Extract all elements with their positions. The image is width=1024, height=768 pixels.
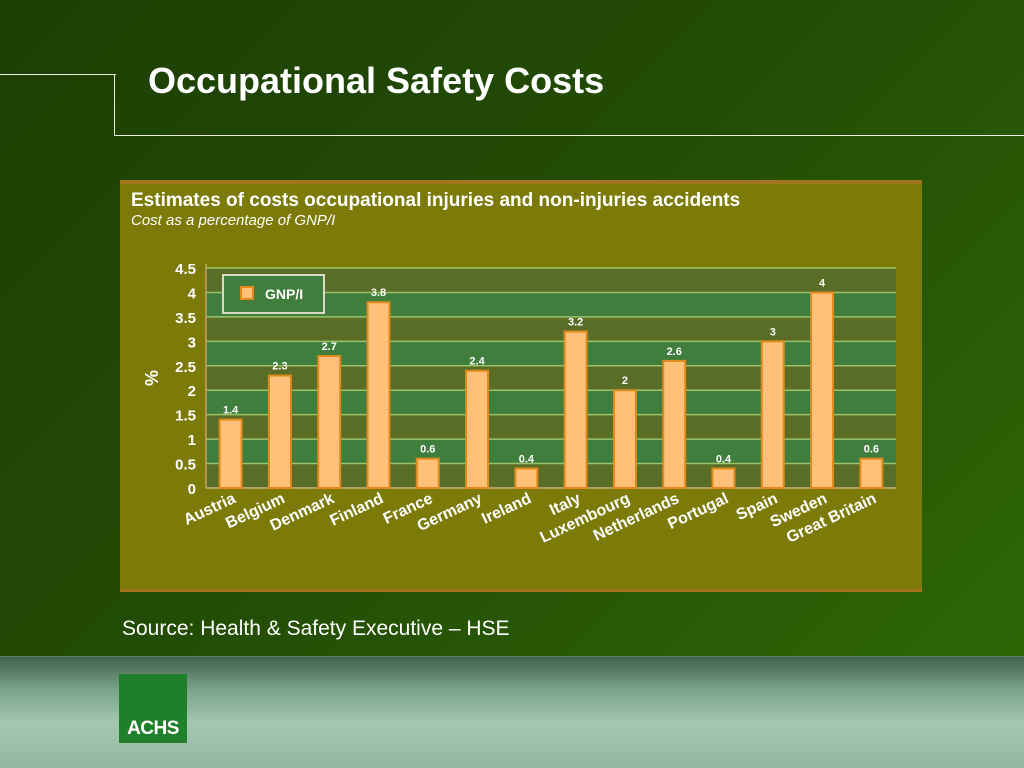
data-label: 0.4 <box>716 453 732 465</box>
bar-denmark <box>317 355 342 489</box>
y-tick-label: 2.5 <box>175 359 196 376</box>
achs-logo: ACHS <box>119 674 187 743</box>
data-label: 0.6 <box>420 444 435 456</box>
chart-subtitle: Cost as a percentage of GNP/I <box>131 212 336 229</box>
logo-text: ACHS <box>127 718 179 739</box>
x-tick-label: Ireland <box>479 490 534 528</box>
grid-band <box>206 341 896 366</box>
x-tick-label: Finland <box>327 490 386 529</box>
bar-germany <box>465 369 490 489</box>
data-label: 2.6 <box>667 346 682 358</box>
data-label: 2.3 <box>272 361 287 373</box>
bar-france <box>415 457 440 489</box>
y-tick-label: 1.5 <box>175 408 196 425</box>
data-label: 2.4 <box>469 356 485 368</box>
source-note: Source: Health & Safety Executive – HSE <box>122 617 510 640</box>
frame-top-line <box>0 74 116 75</box>
data-label: 2 <box>622 375 628 387</box>
bar-sweden <box>810 291 835 490</box>
grid-band <box>206 316 896 342</box>
y-tick-label: 2 <box>188 383 196 400</box>
bar-belgium <box>267 374 292 489</box>
data-label: 4 <box>819 277 826 289</box>
data-label: 0.6 <box>864 444 879 456</box>
y-tick-label: 4.5 <box>175 261 196 278</box>
data-label: 3 <box>770 326 776 338</box>
y-tick-label: 4 <box>188 285 197 302</box>
data-label: 2.7 <box>322 341 337 353</box>
chart-title: Estimates of costs occupational injuries… <box>131 190 741 211</box>
data-label: 1.4 <box>223 405 239 417</box>
grid-band <box>206 390 896 415</box>
data-label: 0.4 <box>519 453 535 465</box>
y-axis-label: % <box>142 370 162 386</box>
footer-divider <box>0 656 1024 657</box>
y-tick-label: 0.5 <box>175 457 196 474</box>
frame-bottom-line <box>114 135 1024 136</box>
legend-box <box>222 274 325 314</box>
frame-vertical-line <box>114 74 115 136</box>
y-tick-label: 1 <box>188 432 196 449</box>
bar-luxembourg <box>612 389 637 490</box>
grid-band <box>206 414 896 440</box>
bar-portugal <box>711 467 736 490</box>
y-tick-label: 3 <box>188 334 196 351</box>
y-tick-label: 3.5 <box>175 310 196 327</box>
data-label: 3.2 <box>568 317 583 329</box>
bar-netherlands <box>662 359 687 489</box>
grid-band <box>206 365 896 391</box>
bar-austria <box>218 418 243 489</box>
bar-great-britain <box>859 457 884 489</box>
bar-spain <box>760 340 785 490</box>
bar-italy <box>563 330 588 489</box>
grid-band <box>206 463 896 488</box>
y-tick-label: 0 <box>188 481 196 498</box>
grid-band <box>206 439 896 464</box>
legend-swatch <box>240 286 254 300</box>
data-label: 3.8 <box>371 287 386 299</box>
bar-ireland <box>514 467 539 490</box>
bar-finland <box>366 301 391 489</box>
slide-title: Occupational Safety Costs <box>148 60 605 101</box>
legend-label: GNP/I <box>265 286 303 302</box>
